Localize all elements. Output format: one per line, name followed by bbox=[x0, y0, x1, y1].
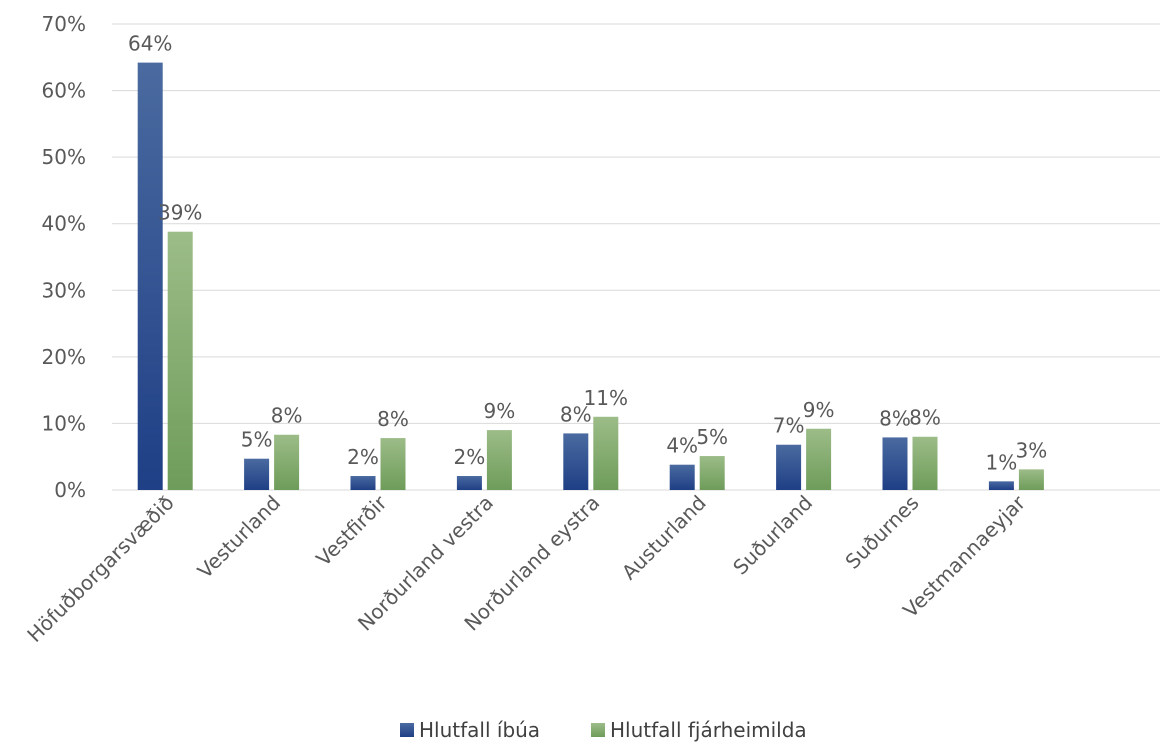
bar bbox=[669, 464, 695, 490]
bar bbox=[274, 434, 300, 490]
bar bbox=[137, 62, 163, 491]
bar bbox=[350, 476, 376, 490]
legend-swatch bbox=[400, 723, 414, 737]
legend: Hlutfall íbúa Hlutfall fjárheimilda bbox=[400, 718, 807, 742]
bar bbox=[563, 433, 589, 490]
x-tick-label: Suðurland bbox=[728, 491, 817, 580]
bar bbox=[699, 456, 725, 490]
y-tick-label: 50% bbox=[42, 145, 86, 169]
data-label: 64% bbox=[128, 32, 172, 56]
x-tick-label: Höfuðborgarsvæðið bbox=[22, 491, 178, 647]
data-label: 2% bbox=[454, 445, 486, 469]
y-tick-label: 40% bbox=[42, 212, 86, 236]
y-tick-label: 60% bbox=[42, 79, 86, 103]
data-label: 8% bbox=[879, 406, 911, 430]
data-label: 9% bbox=[803, 398, 835, 422]
data-label: 8% bbox=[271, 404, 303, 428]
bar bbox=[593, 416, 619, 490]
y-tick-label: 0% bbox=[54, 478, 86, 502]
x-axis-labels: Höfuðborgarsvæðið Vesturland VestfirðirNor… bbox=[22, 490, 1030, 647]
x-tick-label: Vestfirðir bbox=[311, 490, 392, 571]
legend-label: Hlutfall íbúa bbox=[419, 718, 540, 742]
data-label: 5% bbox=[696, 425, 728, 449]
gridlines bbox=[112, 23, 1160, 491]
bar bbox=[486, 430, 512, 490]
y-tick-label: 70% bbox=[42, 12, 86, 36]
bar bbox=[988, 481, 1014, 490]
bars bbox=[137, 62, 1044, 491]
y-axis-ticks: 0% 10% 20% 30% 40% 50% 60% 70% bbox=[42, 12, 86, 502]
y-tick-label: 20% bbox=[42, 345, 86, 369]
data-label: 3% bbox=[1016, 438, 1048, 462]
legend-swatch bbox=[591, 723, 605, 737]
data-label: 9% bbox=[484, 399, 516, 423]
bar bbox=[380, 438, 406, 490]
bar bbox=[806, 428, 832, 490]
data-label: 4% bbox=[666, 434, 698, 458]
data-label: 8% bbox=[377, 407, 409, 431]
bar bbox=[912, 436, 938, 490]
bar bbox=[456, 476, 482, 490]
data-label: 8% bbox=[560, 402, 592, 426]
bar bbox=[244, 458, 270, 490]
x-tick-label: Vesturland bbox=[193, 491, 285, 583]
data-label: 11% bbox=[584, 386, 628, 410]
data-label: 1% bbox=[986, 450, 1018, 474]
bar bbox=[882, 437, 908, 490]
data-label: 2% bbox=[347, 445, 379, 469]
legend-label: Hlutfall fjárheimilda bbox=[610, 718, 807, 742]
data-label: 8% bbox=[909, 406, 941, 430]
data-label: 39% bbox=[158, 201, 202, 225]
bar bbox=[167, 231, 193, 490]
x-tick-label: Austurland bbox=[617, 491, 711, 585]
y-tick-label: 30% bbox=[42, 278, 86, 302]
y-tick-label: 10% bbox=[42, 411, 86, 435]
bar bbox=[776, 444, 802, 490]
x-tick-label: Suðurnes bbox=[840, 491, 923, 574]
data-labels: 64%39%5%8%2%8%2%9% 8%11%4%5% 7%9% 8%8%1%3% bbox=[128, 32, 1047, 475]
data-label: 5% bbox=[241, 428, 273, 452]
bar bbox=[1018, 469, 1044, 490]
data-label: 7% bbox=[773, 414, 805, 438]
